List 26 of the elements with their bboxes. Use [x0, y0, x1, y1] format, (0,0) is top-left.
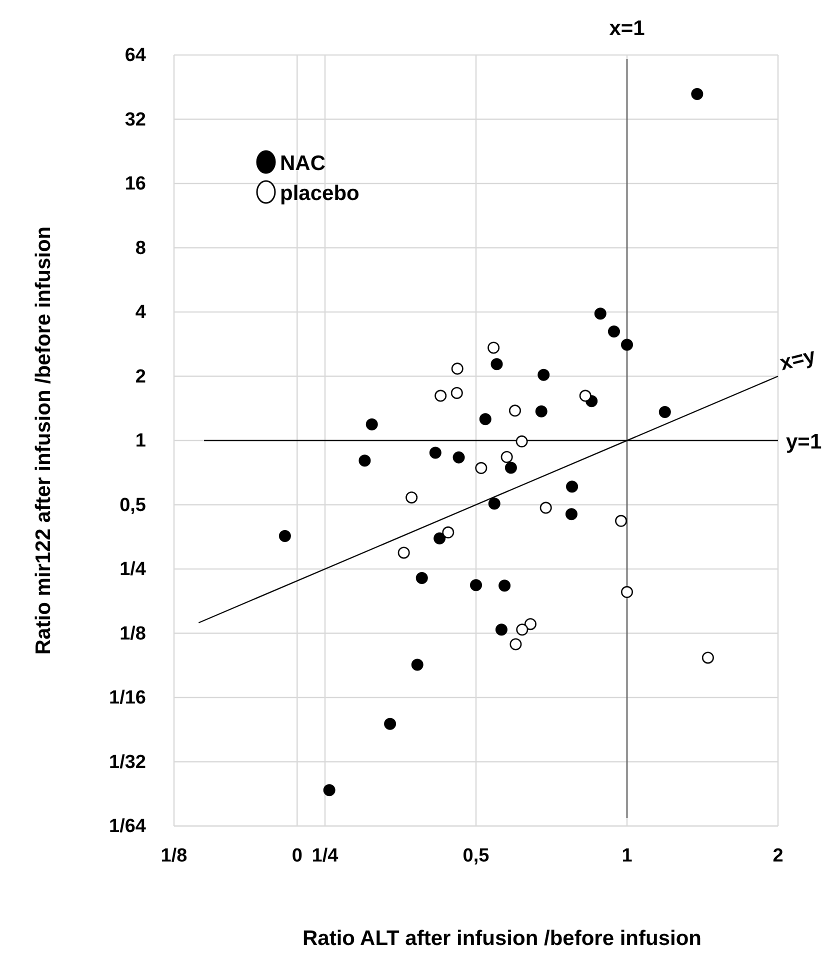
y-tick-label: 0,5	[120, 494, 146, 516]
y-tick-label: 1/32	[109, 752, 146, 773]
y-tick-label: 8	[135, 238, 146, 259]
x-tick-label: 1/4	[312, 845, 339, 866]
y-tick-label: 16	[124, 174, 146, 195]
ref-line-label: x=1	[609, 17, 646, 40]
y-tick-label: 32	[124, 109, 146, 130]
y-tick-label: 64	[124, 45, 146, 66]
y-tick-label: 1/4	[120, 559, 146, 580]
y-tick-label: 1/64	[109, 816, 146, 838]
x-tick-label: 0,5	[462, 845, 490, 866]
y-tick-label: 1/8	[120, 623, 146, 644]
y-axis-title: Ratio mir122 after infusion /before infusion	[32, 226, 55, 655]
x-tick-label: 1	[622, 845, 633, 866]
y-tick-label: 4	[135, 302, 146, 324]
x-tick-label: 2	[772, 845, 784, 866]
ref-line-label: y=1	[786, 430, 822, 454]
y-tick-label: 2	[135, 366, 146, 388]
x-axis-title: Ratio ALT after infusion /before infusion	[302, 927, 702, 950]
x-tick-label: 0	[292, 845, 302, 866]
legend-label: NAC	[280, 152, 326, 175]
y-tick-label: 1	[135, 430, 146, 452]
legend-label: placebo	[280, 182, 360, 205]
text: x=y	[778, 344, 818, 376]
y-tick-label: 1/16	[109, 688, 146, 709]
x-tick-label: 1/8	[160, 845, 188, 866]
